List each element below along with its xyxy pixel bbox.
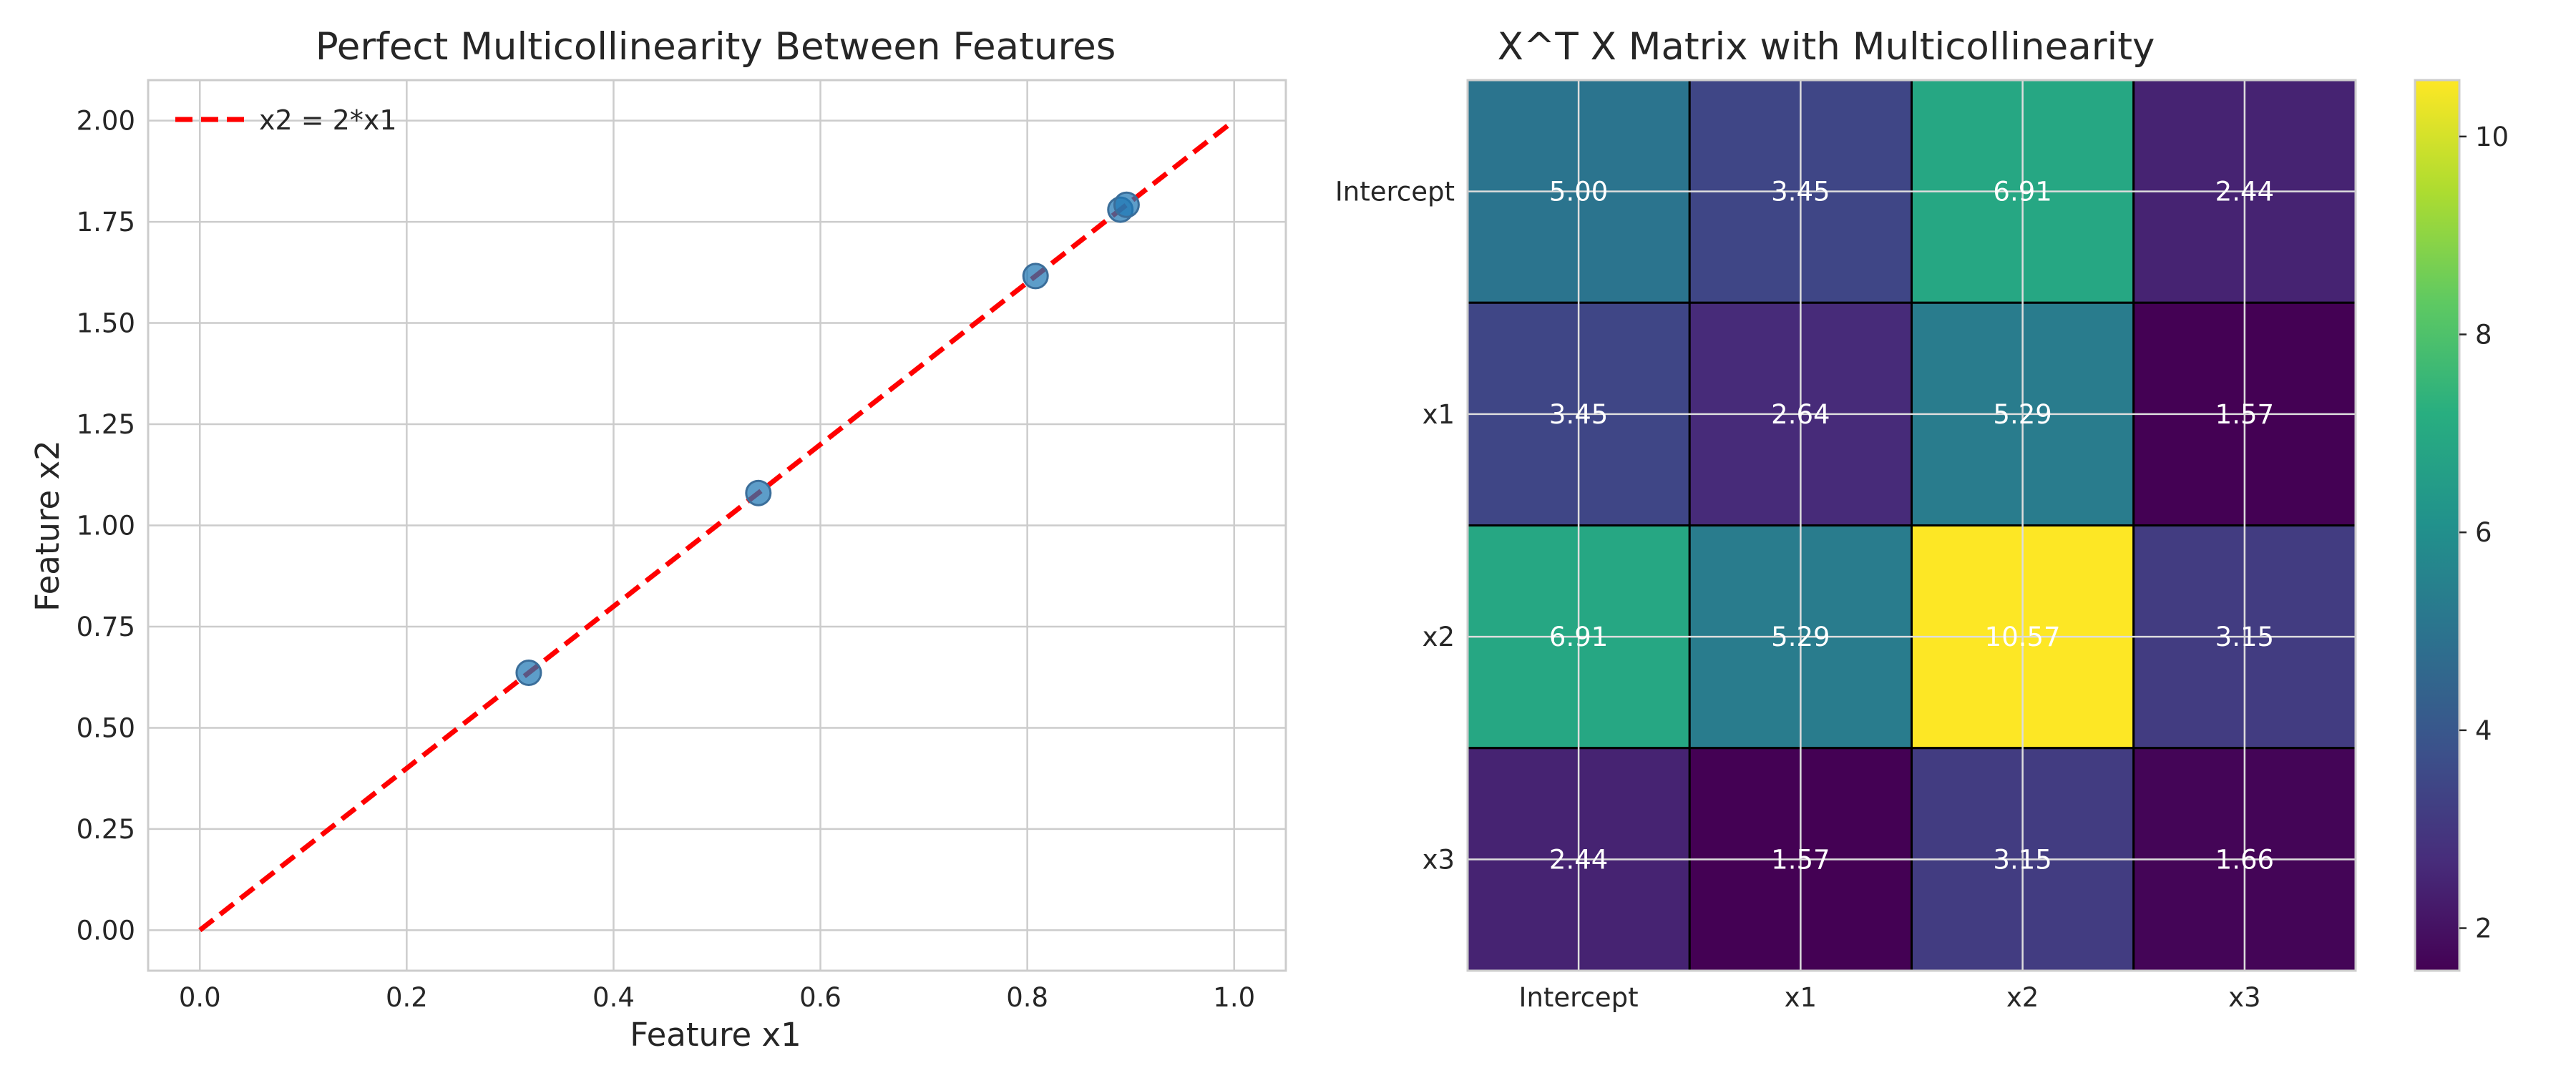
heatmap-cell-value: 2.44 (2215, 177, 2274, 207)
heatmap-cell-value: 6.91 (1993, 177, 2051, 207)
scatter-y-tick-label: 1.25 (77, 409, 135, 440)
heatmap-cells (1466, 79, 2357, 972)
scatter-point (745, 479, 772, 506)
colorbar-tick-label: 2 (2475, 913, 2492, 944)
heatmap-row-labels: Intercept x1 x2 x3 (1335, 177, 1455, 876)
scatter-point (1022, 263, 1049, 290)
scatter-points (515, 191, 1140, 686)
scatter-y-tick-label: 0.00 (77, 915, 135, 946)
scatter-y-axis-label: Feature x2 (29, 440, 67, 612)
scatter-x-tick-label: 0.6 (799, 982, 841, 1013)
scatter-x-tick-label: 0.4 (592, 982, 635, 1013)
heatmap-cell-value: 3.45 (1549, 399, 1608, 430)
heatmap-cell-value: 3.45 (1771, 177, 1830, 207)
heatmap-gridlines (1468, 80, 2356, 971)
scatter-y-ticks: 0.00 0.25 0.50 0.75 1.00 1.25 1.50 1.75 2.00 (77, 106, 135, 946)
heatmap-panel: X^T X Matrix with Multicollinearity 5.00… (1335, 25, 2509, 1013)
scatter-x-tick-label: 0.0 (179, 982, 221, 1013)
scatter-legend: x2 = 2*x1 (175, 104, 397, 136)
heatmap-cell-value: 1.57 (1771, 844, 1830, 875)
heatmap-cell-value: 5.29 (1771, 622, 1830, 652)
scatter-axes-frame (147, 79, 1287, 972)
heatmap-row-label: x3 (1423, 844, 1455, 875)
scatter-y-tick-label: 0.75 (77, 612, 135, 642)
scatter-y-tick-label: 1.75 (77, 207, 135, 237)
heatmap-column-labels: Intercept x1 x2 x3 (1519, 982, 2261, 1013)
colorbar-tick-label: 4 (2475, 715, 2492, 746)
scatter-x-tick-label: 0.8 (1006, 982, 1048, 1013)
heatmap-cell-value: 5.00 (1549, 177, 1608, 207)
scatter-y-tick-label: 1.50 (77, 308, 135, 339)
heatmap-row-label: x1 (1423, 399, 1455, 430)
heatmap-column-label: x2 (2006, 982, 2039, 1013)
heatmap-frame (1466, 79, 2357, 972)
scatter-point (1113, 191, 1140, 218)
heatmap-cell-value: 6.91 (1549, 622, 1608, 652)
heatmap-title: X^T X Matrix with Multicollinearity (1498, 25, 2155, 69)
scatter-point (515, 659, 542, 686)
scatter-y-tick-label: 2.00 (77, 106, 135, 137)
heatmap-row-label: x2 (1423, 622, 1455, 652)
heatmap-cell-value: 10.57 (1985, 622, 2061, 652)
colorbar-tick-label: 6 (2475, 517, 2492, 548)
colorbar-tick-label: 8 (2475, 320, 2492, 351)
scatter-panel: Perfect Multicollinearity Between Featur… (29, 25, 1287, 1054)
scatter-y-tick-label: 0.25 (77, 814, 135, 845)
heatmap-row-label: Intercept (1335, 177, 1455, 207)
colorbar-tick-label: 10 (2475, 122, 2509, 152)
reference-line-x2-2x1 (198, 118, 1236, 933)
heatmap-column-label: x1 (1785, 982, 1817, 1013)
scatter-y-tick-label: 0.50 (77, 712, 135, 743)
fit-line-group (198, 118, 1236, 933)
scatter-title: Perfect Multicollinearity Between Featur… (316, 25, 1116, 69)
heatmap-cell-value: 1.66 (2215, 844, 2274, 875)
heatmap-cell-value: 3.15 (1993, 844, 2051, 875)
heatmap-cell-value: 2.64 (1771, 399, 1830, 430)
scatter-x-ticks: 0.0 0.2 0.4 0.6 0.8 1.0 (179, 982, 1255, 1013)
heatmap-cell-value: 2.44 (1549, 844, 1608, 875)
scatter-y-tick-label: 1.00 (77, 511, 135, 542)
colorbar-ticks: 2 4 6 8 10 (2459, 122, 2509, 944)
scatter-x-axis-label: Feature x1 (630, 1016, 801, 1054)
heatmap-column-label: Intercept (1519, 982, 1639, 1013)
heatmap-cell-labels: 5.00 3.45 6.91 2.44 3.45 2.64 5.29 1.57 6.91 5.29… (1549, 177, 2274, 876)
legend-label: x2 = 2*x1 (259, 104, 397, 136)
colorbar (2414, 79, 2461, 972)
heatmap-cell-value: 5.29 (1993, 399, 2051, 430)
heatmap-cell-value: 3.15 (2215, 622, 2274, 652)
heatmap-column-label: x3 (2228, 982, 2260, 1013)
heatmap-cell-value: 1.57 (2215, 399, 2274, 430)
scatter-x-tick-label: 0.2 (386, 982, 428, 1013)
scatter-x-tick-label: 1.0 (1213, 982, 1255, 1013)
